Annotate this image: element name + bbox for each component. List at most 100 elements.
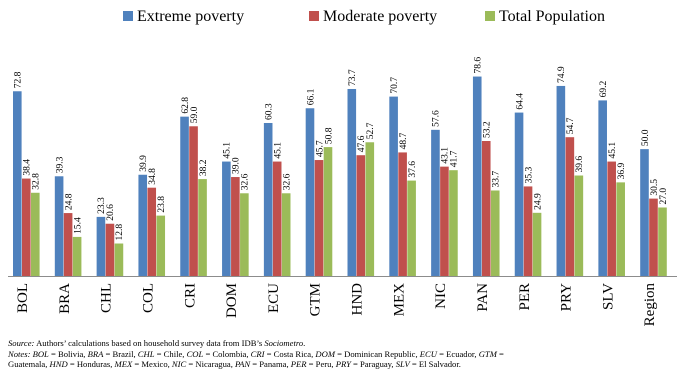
data-label: 64.4 [515, 93, 525, 110]
x-tick-label-group: BOL BRA CHL COL CRI DOM ECU GTM HND MEX NIC PAN PER P… [15, 283, 658, 327]
legend-swatch [485, 11, 495, 21]
note-segment: PRY [335, 359, 351, 370]
note-segment: COL [186, 348, 204, 359]
bar [314, 160, 324, 276]
bar [72, 236, 82, 276]
data-label: 48.7 [399, 133, 409, 150]
data-label: 39.0 [232, 157, 242, 174]
bar [607, 161, 616, 276]
bar [389, 96, 398, 276]
note-segment: NIC [171, 359, 187, 370]
bar [240, 193, 249, 276]
x-tick-label: Region [642, 283, 658, 327]
bar [532, 212, 542, 276]
bar [54, 176, 64, 276]
bar-series-group [13, 76, 667, 277]
data-label: 50.0 [641, 129, 651, 146]
note-segment: = Bolivia, [48, 348, 88, 359]
data-label: 37.6 [408, 161, 418, 178]
note-segment: = Honduras, [67, 359, 115, 370]
bar [156, 215, 166, 276]
data-label: 45.7 [315, 140, 325, 157]
note-segment: = Ecuador, [436, 348, 479, 359]
bar [347, 88, 357, 277]
data-label: 34.8 [148, 168, 158, 185]
data-label: 60.3 [264, 103, 274, 120]
bar [598, 100, 607, 277]
data-label: 36.9 [617, 162, 627, 179]
bar [640, 149, 649, 277]
source-label: Source: [8, 338, 35, 348]
bar-chart: Extreme poverty Moderate poverty Total Pop… [8, 8, 677, 327]
bar [180, 116, 189, 277]
bar [231, 177, 240, 276]
x-tick-label: DOM [224, 283, 240, 318]
data-label: 38.4 [23, 159, 33, 176]
note-segment: HND [49, 359, 68, 370]
bar [138, 174, 148, 276]
data-label: 30.5 [650, 179, 660, 196]
note-segment: PAN [235, 359, 251, 370]
note-segment: = Nicaragua, [186, 359, 235, 370]
x-tick-label: PRY [559, 283, 575, 312]
source-italic: Sociometro [264, 338, 304, 348]
data-label: 70.7 [390, 77, 400, 94]
data-label: 66.1 [306, 88, 316, 105]
data-label: 27.0 [659, 188, 669, 205]
x-tick-label: MEX [391, 283, 407, 317]
notes-line-1: Notes: BOL = Bolivia, BRA = Brazil, CHL … [8, 349, 677, 360]
chart-footnotes: Source: Authors’ calculations based on h… [8, 338, 677, 370]
data-label: 12.8 [115, 224, 125, 241]
bar [574, 175, 584, 276]
notes-line-2: Guatemala, HND = Honduras, MEX = Mexico,… [8, 359, 677, 370]
data-label: 24.8 [64, 193, 74, 210]
note-segment: SLV [395, 359, 410, 370]
data-label: 50.8 [324, 127, 334, 144]
bar [472, 76, 482, 276]
note-segment: Guatemala, [8, 359, 50, 370]
data-label: 35.3 [524, 167, 534, 184]
data-label: 15.4 [73, 217, 83, 234]
bar [365, 142, 375, 276]
x-tick-label: PAN [475, 283, 491, 312]
data-label: 54.7 [566, 117, 576, 134]
note-segment: ECU [419, 348, 437, 359]
x-tick-label: PER [517, 283, 533, 311]
x-tick-label: COL [140, 283, 156, 313]
bar [514, 112, 524, 276]
x-tick-label: ECU [266, 283, 282, 313]
bar [490, 190, 500, 276]
data-label: 32.6 [282, 173, 292, 190]
data-label: 57.6 [432, 110, 442, 127]
note-segment: = El Salvador. [409, 359, 461, 370]
x-tick-label: GTM [308, 283, 324, 316]
note-segment: CHL [137, 348, 155, 359]
bar [281, 193, 291, 276]
note-segment: = Brazil, [103, 348, 138, 359]
data-label: 23.8 [157, 196, 167, 213]
note-segment: MEX [114, 359, 133, 370]
x-tick-label: BRA [57, 283, 73, 314]
data-label: 59.0 [190, 106, 200, 123]
data-label: 24.9 [533, 193, 543, 210]
data-label: 23.3 [97, 197, 107, 214]
note-segment: = Peru, [306, 359, 336, 370]
bar [523, 186, 533, 276]
data-label: 41.7 [450, 150, 460, 167]
note-segment: DOM [315, 348, 335, 359]
bar [272, 161, 282, 276]
bar [189, 126, 198, 276]
bar [481, 141, 491, 276]
data-label: 45.1 [273, 142, 283, 159]
bar [263, 122, 273, 277]
x-tick-label: BOL [15, 283, 31, 313]
note-segment: = Panama, [250, 359, 291, 370]
bar [565, 137, 575, 276]
data-label: 72.8 [14, 71, 24, 88]
bar [431, 129, 440, 276]
data-label: 47.6 [357, 135, 367, 152]
bar [556, 85, 566, 276]
data-label: 45.1 [223, 142, 233, 159]
bar [440, 166, 449, 276]
data-label: 39.6 [575, 156, 585, 173]
